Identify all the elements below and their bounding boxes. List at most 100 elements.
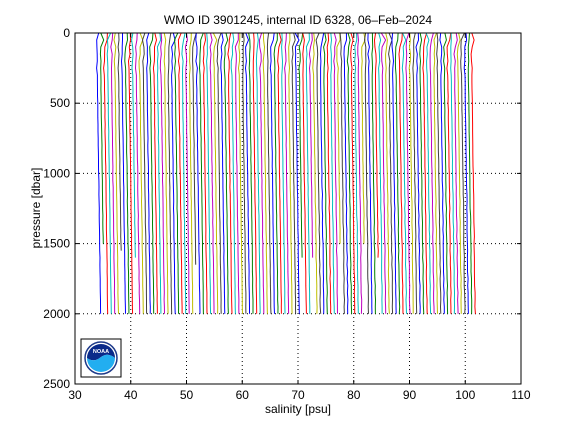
salinity-profile	[124, 32, 130, 314]
salinity-profile	[291, 32, 297, 314]
salinity-profile	[181, 32, 187, 314]
salinity-profile	[391, 32, 397, 314]
salinity-profile	[443, 32, 449, 314]
salinity-profile	[346, 32, 353, 314]
salinity-profile	[223, 32, 229, 314]
salinity-profile	[113, 32, 119, 314]
salinity-profile	[266, 32, 272, 314]
salinity-profile	[117, 32, 122, 251]
salinity-profile	[171, 32, 176, 314]
y-tick-label: 1000	[43, 166, 70, 180]
y-axis-label: pressure [dbar]	[29, 168, 43, 249]
salinity-profile	[315, 32, 322, 314]
salinity-profile	[288, 32, 293, 314]
salinity-profile	[460, 32, 466, 314]
x-tick-label: 60	[236, 388, 250, 402]
salinity-profile	[371, 32, 377, 314]
salinity-profile	[350, 32, 356, 314]
salinity-profile	[394, 32, 401, 314]
salinity-profile	[294, 32, 300, 314]
x-tick-label: 30	[68, 388, 82, 402]
salinity-profile	[195, 32, 201, 314]
salinity-profile	[209, 32, 215, 314]
salinity-profile	[446, 32, 452, 314]
salinity-profile	[284, 32, 290, 314]
x-tick-labels: 30 40 50 60 70 80 90 100 110	[68, 388, 531, 402]
salinity-profile	[357, 32, 363, 314]
profile-lines	[96, 32, 476, 314]
salinity-profile	[99, 32, 105, 244]
x-tick-label: 50	[180, 388, 194, 402]
salinity-profile	[388, 32, 394, 314]
salinity-profile	[429, 32, 435, 314]
salinity-profile	[138, 32, 144, 314]
logo-wave	[87, 354, 115, 372]
salinity-profile	[134, 32, 141, 314]
salinity-profile	[230, 32, 236, 314]
salinity-profile	[333, 32, 338, 314]
salinity-profile	[398, 32, 404, 314]
x-axis-label: salinity [psu]	[265, 402, 331, 416]
x-tick-label: 110	[511, 388, 530, 402]
salinity-profile	[405, 32, 411, 314]
salinity-profile	[234, 33, 240, 314]
salinity-profile	[192, 32, 197, 265]
salinity-profile	[103, 32, 109, 314]
x-tick-label: 70	[291, 388, 305, 402]
salinity-profile	[354, 32, 359, 314]
salinity-profile	[255, 32, 261, 314]
salinity-profile	[212, 32, 219, 314]
salinity-profile	[373, 32, 379, 258]
salinity-profile	[363, 32, 369, 314]
salinity-profile	[308, 32, 314, 258]
salinity-profile	[141, 32, 148, 314]
salinity-profile	[436, 32, 442, 314]
salinity-profile	[425, 32, 432, 314]
salinity-profile	[312, 32, 318, 314]
salinity-profile	[202, 32, 208, 314]
salinity-profile	[305, 32, 311, 314]
y-tick-label: 1500	[43, 237, 70, 251]
salinity-profile	[422, 32, 428, 314]
salinity-profile	[152, 32, 158, 314]
grid	[75, 33, 521, 384]
y-tick-label: 500	[50, 96, 70, 110]
salinity-profile	[220, 32, 226, 314]
salinity-profile	[163, 32, 169, 314]
salinity-profile	[120, 33, 126, 314]
salinity-profile	[336, 32, 341, 244]
salinity-profile	[319, 32, 325, 314]
salinity-profile	[244, 32, 250, 314]
salinity-profile	[361, 32, 366, 244]
y-tick-label: 2500	[43, 377, 70, 391]
salinity-profile	[242, 32, 247, 314]
salinity-profile	[277, 32, 282, 314]
x-tick-label: 40	[124, 388, 138, 402]
salinity-profile	[273, 33, 279, 314]
salinity-profile	[110, 32, 116, 314]
salinity-profile	[146, 32, 151, 314]
salinity-profile	[198, 32, 204, 314]
salinity-profile	[339, 32, 346, 314]
logo-text: NOAA	[93, 349, 109, 355]
noaa-logo: NOAA	[80, 338, 122, 378]
salinity-profile	[106, 32, 112, 314]
salinity-profile	[177, 32, 183, 314]
y-tick-labels: 0 500 1000 1500 2000 2500	[43, 26, 70, 391]
salinity-profile	[156, 32, 162, 314]
salinity-profile	[188, 32, 194, 314]
salinity-profile	[415, 32, 421, 314]
salinity-profile	[237, 32, 243, 314]
salinity-profile	[149, 32, 155, 314]
salinity-profile	[252, 32, 258, 314]
salinity-profile	[326, 32, 332, 314]
salinity-profile	[302, 32, 307, 314]
salinity-profile	[184, 32, 190, 314]
salinity-profile	[343, 32, 349, 314]
salinity-profile	[456, 32, 462, 314]
salinity-profile	[216, 32, 222, 314]
salinity-profile	[159, 32, 165, 314]
salinity-profile	[385, 32, 390, 314]
salinity-profile	[227, 32, 233, 314]
